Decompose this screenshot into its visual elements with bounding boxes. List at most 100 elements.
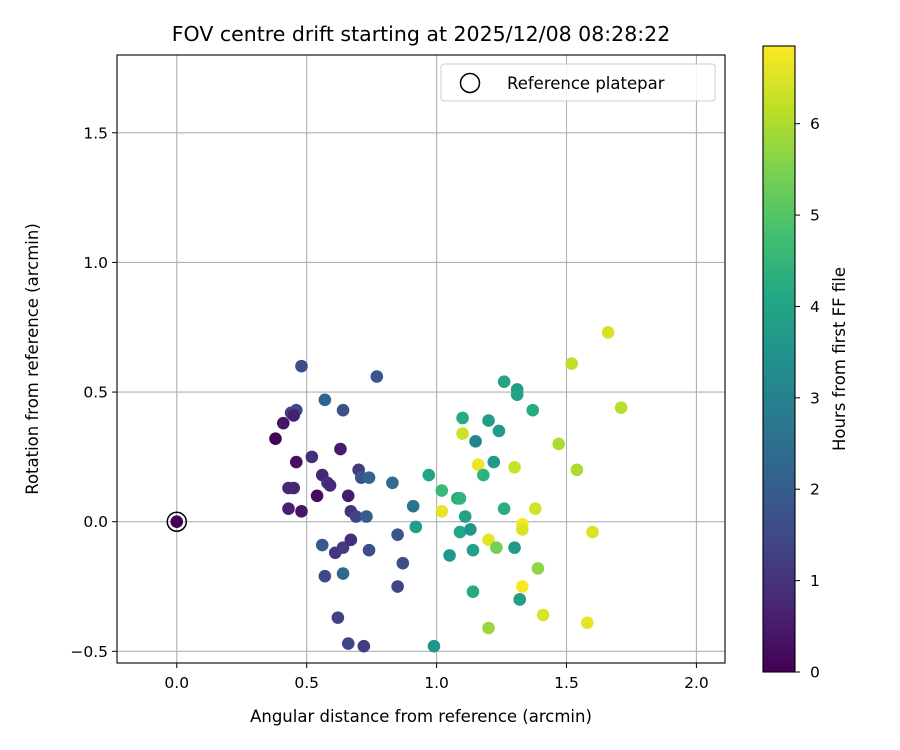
- data-point: [269, 432, 282, 446]
- data-point: [336, 403, 350, 417]
- data-point: [510, 388, 524, 401]
- data-point: [295, 359, 308, 373]
- data-point: [287, 409, 300, 422]
- colorbar-tick-label: 0: [810, 664, 820, 682]
- data-point: [492, 424, 506, 438]
- data-point: [565, 357, 579, 370]
- data-point: [443, 549, 456, 562]
- colorbar-tick-label: 6: [810, 115, 820, 133]
- data-point: [490, 541, 503, 554]
- data-point: [406, 499, 420, 513]
- data-point: [513, 593, 527, 606]
- data-point: [427, 639, 441, 653]
- colorbar-frame: [762, 45, 796, 673]
- data-point: [318, 393, 332, 407]
- data-point: [497, 375, 511, 388]
- y-tick-label: −0.5: [70, 643, 108, 661]
- data-point: [362, 543, 376, 557]
- data-point: [334, 442, 347, 456]
- y-tick-label: 1.5: [83, 124, 108, 142]
- data-point: [508, 460, 521, 474]
- data-point: [536, 608, 550, 622]
- y-tick-label: 0.5: [83, 384, 108, 402]
- legend: Reference platepar: [440, 63, 716, 102]
- data-point: [336, 541, 350, 554]
- x-tick-label: 0.0: [164, 674, 189, 692]
- axis-ticks: 0.0 0.5 1.0 1.5 2.0 −0.5 0.0 0.5 1.0 1.5: [70, 124, 708, 692]
- colorbar-tick-label: 3: [810, 389, 820, 407]
- x-tick-label: 2.0: [684, 674, 709, 692]
- data-point: [477, 468, 490, 482]
- data-point: [362, 471, 376, 484]
- data-point: [391, 528, 404, 541]
- colorbar-ticks: 0 1 2 3 4 5 6: [795, 115, 820, 682]
- data-point: [456, 411, 469, 425]
- grid: [117, 55, 725, 663]
- data-point: [409, 520, 423, 534]
- data-point: [386, 476, 399, 490]
- y-axis-title: Rotation from reference (arcmin): [23, 223, 42, 495]
- x-tick-label: 1.5: [554, 674, 579, 692]
- data-point: [471, 458, 485, 471]
- data-point: [276, 416, 290, 430]
- colorbar-tick-label: 4: [810, 298, 820, 316]
- reference-marker: [166, 511, 188, 532]
- reference-marker-group: [166, 511, 188, 532]
- data-point: [344, 533, 358, 547]
- data-point: [323, 479, 337, 492]
- data-point: [349, 510, 363, 523]
- data-point: [516, 523, 529, 536]
- data-point: [435, 505, 449, 518]
- data-point: [469, 435, 482, 448]
- data-point: [531, 562, 545, 575]
- colorbar-gradient: [763, 46, 795, 672]
- data-point: [586, 525, 599, 539]
- data-point: [336, 567, 350, 580]
- colorbar-title: Hours from first FF file: [830, 267, 849, 451]
- chart-title: FOV centre drift starting at 2025/12/08 …: [172, 22, 671, 46]
- data-point: [458, 510, 472, 523]
- data-point: [310, 489, 324, 503]
- colorbar-tick-label: 5: [810, 207, 820, 225]
- data-point: [391, 580, 404, 593]
- data-point: [487, 455, 501, 469]
- data-point: [331, 611, 345, 624]
- data-point: [456, 427, 469, 440]
- data-point: [370, 370, 384, 383]
- data-point: [466, 585, 480, 598]
- data-point: [601, 326, 615, 339]
- data-point: [435, 484, 449, 497]
- data-point: [360, 510, 373, 523]
- data-point: [357, 639, 371, 653]
- data-point: [287, 481, 300, 495]
- data-point: [482, 414, 495, 427]
- data-point: [295, 505, 308, 518]
- data-point: [497, 502, 511, 516]
- data-point: [466, 543, 480, 557]
- y-tick-label: 1.0: [83, 254, 108, 272]
- data-point: [482, 533, 495, 547]
- legend-reference-marker: [459, 72, 481, 94]
- data-point: [318, 569, 332, 583]
- legend-label: Reference platepar: [507, 74, 665, 93]
- data-point: [341, 637, 355, 650]
- data-point: [580, 616, 594, 630]
- data-point: [453, 492, 467, 505]
- data-point: [614, 401, 628, 414]
- data-point: [453, 525, 467, 539]
- data-point: [315, 538, 329, 552]
- data-point: [516, 580, 529, 593]
- plot-frame: [116, 54, 726, 664]
- data-point: [526, 403, 540, 417]
- data-point: [282, 502, 295, 516]
- data-point: [464, 523, 477, 536]
- y-tick-label: 0.0: [83, 513, 108, 531]
- legend-box: [440, 63, 716, 102]
- scatter-points: [170, 326, 628, 653]
- data-point: [305, 450, 319, 464]
- data-point: [396, 556, 410, 570]
- data-point: [552, 437, 566, 451]
- data-point: [482, 621, 495, 635]
